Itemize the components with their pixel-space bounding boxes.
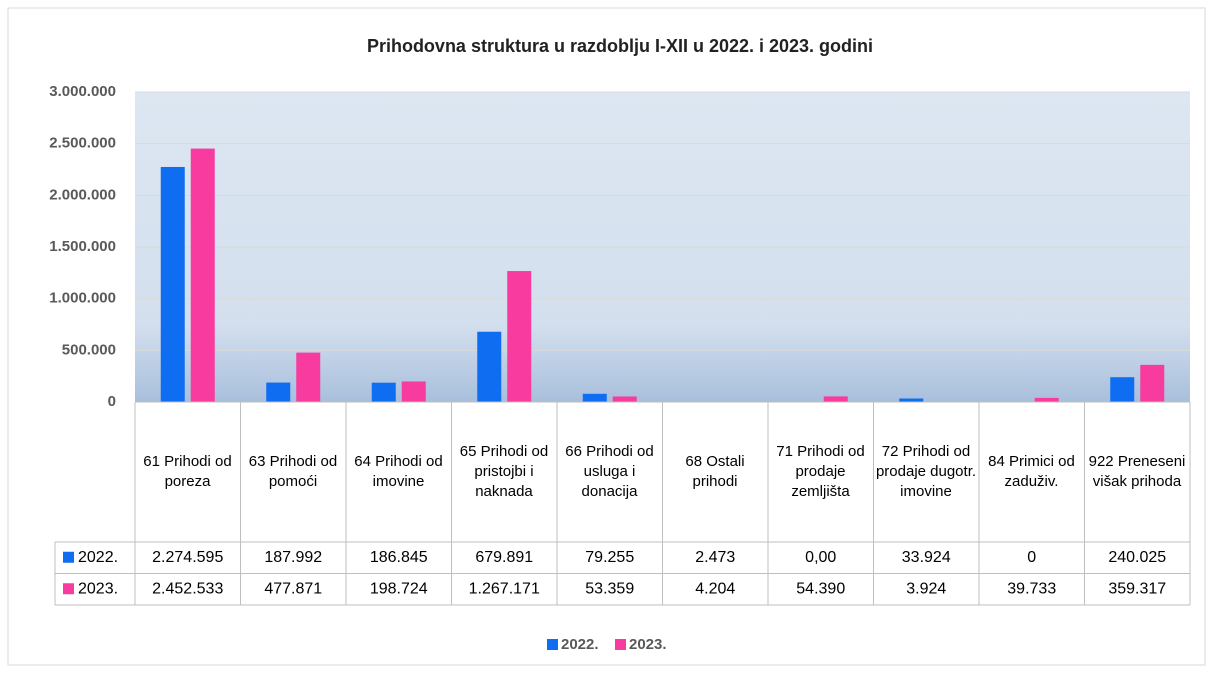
table-value: 679.891: [475, 549, 533, 566]
y-tick-label: 2.000.000: [49, 186, 116, 203]
category-cell: 66 Prihodi od usluga i donacija: [565, 443, 654, 500]
table-value: 2.274.595: [152, 549, 223, 566]
category-cell: 922 Preneseni višak prihoda: [1088, 453, 1186, 490]
y-tick-label: 3.000.000: [49, 83, 116, 100]
category-cell: 72 Prihodi od prodaje dugotr. imovine: [875, 443, 977, 500]
table-value: 39.733: [1007, 580, 1056, 597]
legend-swatch: [63, 551, 74, 563]
table-value: 359.317: [1108, 580, 1166, 597]
bar: [582, 393, 607, 402]
x-tick-label: 61 Prihodi od poreza: [143, 453, 232, 490]
category-cell: 68 Ostali prihodi: [685, 453, 745, 490]
legend-swatch: [615, 639, 626, 650]
category-cell: 84 Primici od zaduživ.: [988, 453, 1075, 490]
table-value: 2.473: [695, 549, 735, 566]
table-value: 2.452.533: [152, 580, 223, 597]
x-tick-label: 922 Preneseni višak prihoda: [1088, 453, 1186, 490]
bar: [401, 381, 426, 402]
x-tick-label: 65 Prihodi od pristojbi i naknada: [459, 443, 549, 500]
row-label: 2022.: [78, 549, 118, 566]
y-tick-label: 0: [108, 393, 116, 410]
x-tick-label: 63 Prihodi od pomoći: [248, 453, 338, 490]
bar: [477, 331, 502, 402]
table-value: 0,00: [805, 549, 836, 566]
bar: [266, 382, 291, 402]
bar: [823, 396, 848, 402]
category-cell: 71 Prihodi od prodaje zemljišta: [776, 443, 865, 500]
table-value: 198.724: [370, 580, 428, 597]
x-tick-label: 68 Ostali prihodi: [685, 453, 745, 490]
legend-label: 2022.: [561, 636, 599, 653]
y-tick-label: 1.500.000: [49, 238, 116, 255]
table-value: 0: [1027, 549, 1036, 566]
row-label: 2023.: [78, 580, 118, 597]
bar: [1110, 377, 1135, 402]
legend-swatch: [547, 639, 558, 650]
y-tick-label: 1.000.000: [49, 290, 116, 307]
y-tick-label: 2.500.000: [49, 135, 116, 152]
table-value: 3.924: [906, 580, 946, 597]
legend-swatch: [63, 583, 74, 595]
x-tick-label: 84 Primici od zaduživ.: [988, 453, 1075, 490]
y-tick-label: 500.000: [62, 341, 116, 358]
x-tick-label: 71 Prihodi od prodaje zemljišta: [776, 443, 865, 500]
chart-title: Prihodovna struktura u razdoblju I-XII u…: [367, 36, 873, 56]
x-tick-label: 66 Prihodi od usluga i donacija: [565, 443, 654, 500]
table-value: 187.992: [264, 549, 322, 566]
table-value: 53.359: [585, 580, 634, 597]
table-value: 477.871: [264, 580, 322, 597]
category-cell: 63 Prihodi od pomoći: [248, 453, 338, 490]
x-tick-label: 72 Prihodi od prodaje dugotr. imovine: [875, 443, 977, 500]
table-value: 33.924: [902, 549, 951, 566]
table-value: 1.267.171: [469, 580, 540, 597]
bar: [899, 398, 924, 402]
bar: [190, 148, 215, 402]
bar: [160, 166, 185, 402]
legend-label: 2023.: [629, 636, 667, 653]
bar: [1140, 364, 1165, 402]
table-value: 79.255: [585, 549, 634, 566]
table-value: 54.390: [796, 580, 845, 597]
category-cell: 64 Prihodi od imovine: [354, 453, 443, 490]
bar: [1034, 397, 1059, 402]
bar: [371, 382, 396, 402]
bar: [296, 352, 321, 402]
table-value: 4.204: [695, 580, 735, 597]
bar: [507, 271, 532, 402]
table-value: 240.025: [1108, 549, 1166, 566]
x-tick-label: 64 Prihodi od imovine: [354, 453, 443, 490]
category-cell: 61 Prihodi od poreza: [143, 453, 232, 490]
category-cell: 65 Prihodi od pristojbi i naknada: [459, 443, 549, 500]
bar: [612, 396, 637, 402]
table-value: 186.845: [370, 549, 428, 566]
